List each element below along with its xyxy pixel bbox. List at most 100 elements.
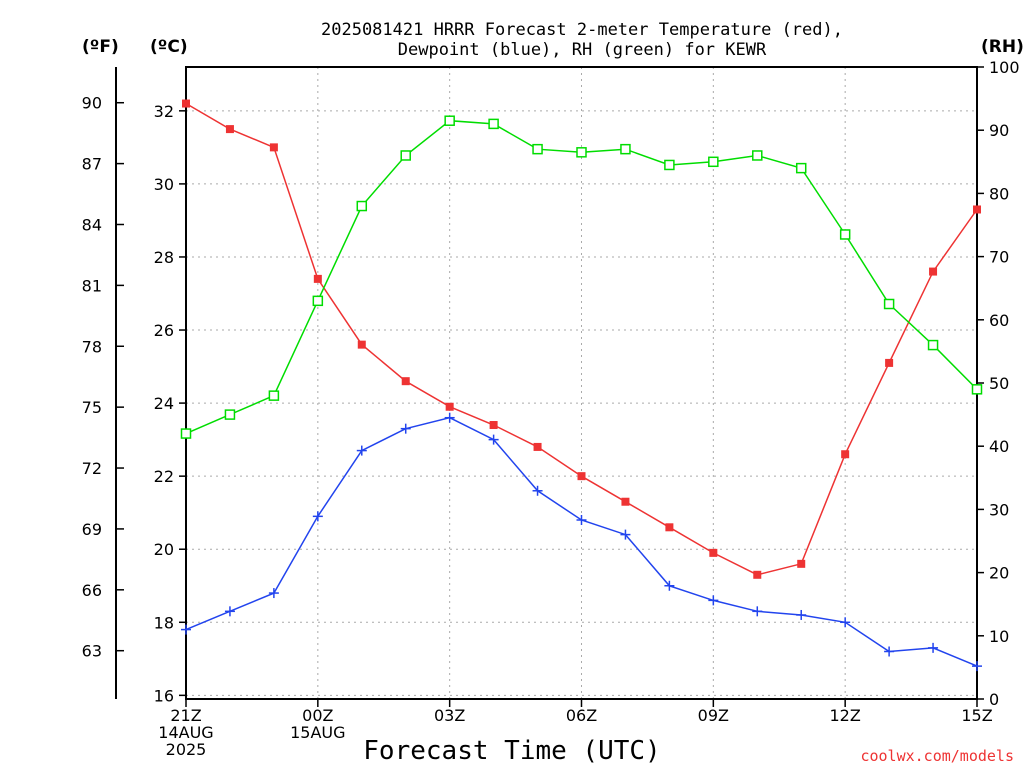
rh-point	[664, 159, 675, 171]
temperature-point	[357, 340, 366, 349]
temperature-line	[185, 102, 978, 576]
rh-point	[708, 156, 719, 168]
rh-point	[839, 229, 851, 240]
rh-tick-label: 90	[989, 121, 1009, 140]
temperature-point	[269, 143, 278, 152]
celsius-unit-label: (ºC)	[150, 37, 188, 57]
rh-point	[488, 118, 499, 130]
fahrenheit-tick-label: 63	[82, 642, 102, 661]
x-tick-label: 21Z	[170, 706, 201, 725]
rh-point	[312, 295, 324, 307]
rh-point	[752, 150, 763, 161]
rh-tick-label: 60	[989, 311, 1009, 330]
temperature-point	[665, 523, 674, 532]
dewpoint-point	[708, 595, 719, 606]
x-tick-label: 09Z	[698, 706, 729, 725]
x-tick-label: 14AUG	[158, 723, 213, 742]
source-credit: coolwx.com/models	[860, 747, 1014, 765]
rh-tick-label: 0	[989, 690, 999, 709]
temperature-point	[973, 205, 981, 214]
rh-point	[268, 390, 280, 401]
dewpoint-point	[268, 588, 279, 599]
dewpoint-point	[400, 423, 411, 434]
rh-point	[576, 147, 587, 158]
celsius-tick-label: 20	[154, 540, 174, 559]
rh-tick-label: 70	[989, 248, 1009, 267]
rh-tick-label: 20	[989, 564, 1009, 583]
celsius-tick-label: 16	[154, 686, 174, 705]
celsius-tick-label: 24	[154, 394, 174, 413]
fahrenheit-tick-label: 87	[82, 155, 102, 174]
rh-point	[400, 150, 411, 161]
temperature-point	[929, 267, 938, 276]
dewpoint-point	[356, 445, 367, 456]
rh-point	[795, 162, 807, 174]
dewpoint-point	[928, 642, 939, 653]
rh-tick-label: 10	[989, 627, 1009, 646]
dewpoint-point	[576, 514, 587, 525]
dewpoint-point	[224, 606, 235, 617]
temperature-point	[797, 559, 806, 568]
rh-tick-label: 100	[989, 58, 1020, 77]
celsius-tick-label: 26	[154, 321, 174, 340]
temperature-point	[489, 421, 498, 430]
temperature-point	[225, 125, 234, 134]
fahrenheit-tick-label: 72	[82, 459, 102, 478]
rh-point	[224, 409, 236, 420]
fahrenheit-tick-label: 78	[82, 337, 102, 356]
rh-point	[532, 143, 543, 155]
dewpoint-point	[488, 434, 499, 445]
x-tick-label: 2025	[166, 740, 207, 759]
temperature-point	[401, 377, 410, 386]
rh-tick-label: 30	[989, 500, 1009, 519]
fahrenheit-tick-label: 75	[82, 398, 102, 417]
axes: 6366697275788184879016182022242628303201…	[82, 58, 1020, 759]
temperature-point	[709, 548, 718, 557]
rh-tick-label: 80	[989, 184, 1009, 203]
rh-point	[180, 428, 192, 439]
grid-lines	[186, 67, 977, 699]
temperature-point	[841, 450, 850, 459]
rh-point	[356, 200, 368, 212]
x-tick-label: 12Z	[830, 706, 861, 725]
x-tick-label: 03Z	[434, 706, 465, 725]
celsius-tick-label: 30	[154, 175, 174, 194]
rh-point	[971, 384, 983, 395]
x-tick-label: 15AUG	[290, 723, 345, 742]
x-tick-label: 06Z	[566, 706, 597, 725]
data-series	[180, 99, 983, 672]
temperature-point	[577, 472, 586, 481]
celsius-tick-label: 28	[154, 248, 174, 267]
rh-point	[620, 143, 631, 155]
rh-point	[883, 298, 895, 310]
x-tick-label: 15Z	[961, 706, 992, 725]
temperature-point	[313, 274, 322, 283]
chart-title-line1: 2025081421 HRRR Forecast 2-meter Tempera…	[321, 20, 843, 40]
fahrenheit-tick-label: 66	[82, 581, 102, 600]
temperature-point	[445, 402, 454, 411]
temperature-point	[182, 99, 190, 108]
fahrenheit-tick-label: 90	[82, 94, 102, 113]
dewpoint-point	[312, 511, 323, 522]
celsius-tick-label: 32	[154, 102, 174, 121]
temperature-point	[753, 570, 762, 579]
fahrenheit-tick-label: 69	[82, 520, 102, 539]
dewpoint-point	[840, 617, 851, 628]
dewpoint-point	[664, 580, 675, 591]
rh-point	[444, 115, 455, 126]
dewpoint-point	[884, 646, 895, 657]
rh-tick-label: 50	[989, 374, 1009, 393]
dewpoint-point	[972, 661, 982, 672]
celsius-tick-label: 18	[154, 613, 174, 632]
fahrenheit-unit-label: (ºF)	[82, 37, 119, 57]
fahrenheit-tick-label: 84	[82, 215, 102, 234]
fahrenheit-tick-label: 81	[82, 276, 102, 295]
celsius-tick-label: 22	[154, 467, 174, 486]
chart-title-line2: Dewpoint (blue), RH (green) for KEWR	[398, 40, 767, 60]
dewpoint-point	[532, 485, 543, 496]
dewpoint-point	[181, 624, 191, 635]
plot-frame	[185, 66, 978, 700]
rh-point	[927, 339, 939, 351]
temperature-point	[621, 497, 630, 506]
